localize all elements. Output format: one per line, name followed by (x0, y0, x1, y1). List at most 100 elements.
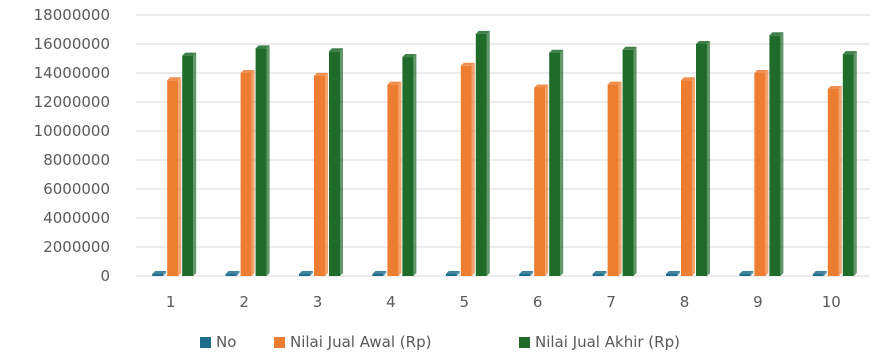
y-tick-label: 16000000 (34, 35, 110, 53)
bar-top (666, 271, 680, 274)
bar-side (340, 48, 343, 276)
x-tick-label: 8 (680, 293, 690, 311)
bar-top (607, 81, 622, 85)
bar-side (780, 32, 784, 276)
bar-top (240, 70, 255, 73)
bar-side (765, 70, 769, 276)
bar-side (266, 45, 270, 276)
x-tick-label: 3 (313, 293, 323, 311)
y-tick-label: 0 (100, 267, 110, 285)
bar-side (163, 271, 167, 276)
bar (387, 84, 399, 276)
bar-top (827, 85, 842, 89)
bar-top (519, 271, 534, 274)
bar (475, 33, 487, 276)
bar-side (178, 77, 182, 276)
bar-side (560, 49, 564, 277)
bar-top (182, 52, 197, 56)
bar-side (545, 84, 549, 276)
bar (812, 274, 824, 276)
y-tick-label: 18000000 (34, 6, 110, 24)
bar-layer (152, 30, 857, 277)
y-tick-label: 2000000 (43, 238, 110, 256)
y-tick-label: 6000000 (43, 180, 110, 198)
bar-side (633, 46, 637, 276)
bar-side (692, 77, 695, 276)
x-tick-label: 4 (386, 293, 396, 311)
bar-top (460, 62, 475, 66)
bar (622, 49, 634, 276)
bar-top (696, 41, 710, 44)
bar-side (853, 51, 857, 277)
axis-layer: 0 2000000 4000000 6000000 8000000 10000000 120… (34, 6, 841, 311)
legend-label: Nilai Jual Awal (Rp) (290, 333, 431, 351)
bar (769, 35, 781, 276)
bar-side (456, 271, 460, 276)
bar (607, 84, 619, 276)
bar-top (681, 77, 695, 81)
legend-swatch (200, 337, 211, 348)
bar (299, 274, 310, 276)
bar (460, 65, 472, 276)
bar (152, 274, 164, 276)
bar-side (325, 72, 328, 277)
bar (445, 274, 457, 276)
bar-side (236, 271, 240, 276)
bar-top (592, 271, 607, 274)
bar-side (193, 52, 197, 276)
bar (534, 87, 546, 276)
bar-top (167, 77, 182, 81)
legend-swatch (519, 337, 530, 348)
bar-side (413, 54, 417, 276)
bar-side (823, 271, 827, 276)
bar (255, 48, 267, 276)
bar-top (622, 46, 637, 50)
bar-side (251, 70, 255, 276)
bar-side (603, 271, 607, 276)
bar (314, 75, 325, 277)
bar-top (475, 30, 490, 34)
bar-side (618, 81, 622, 276)
bar (739, 274, 751, 276)
bar-top (739, 271, 754, 274)
x-tick-label: 6 (533, 293, 543, 311)
bar-side (310, 271, 313, 276)
y-tick-label: 12000000 (34, 93, 110, 111)
bar-top (842, 51, 857, 55)
bar-top (299, 271, 313, 274)
bar (666, 274, 677, 276)
legend-swatch (274, 337, 285, 348)
bar-top (549, 49, 564, 53)
bar-top (769, 32, 784, 36)
bar (827, 88, 839, 276)
bar (402, 57, 414, 276)
bar (549, 52, 561, 277)
y-tick-label: 8000000 (43, 151, 110, 169)
bar-side (750, 271, 754, 276)
bar-top (812, 271, 827, 274)
bar-top (225, 271, 240, 274)
bar-top (402, 54, 417, 58)
bar (329, 51, 340, 276)
bar (754, 73, 766, 276)
bar (696, 44, 707, 276)
bar-side (677, 271, 680, 276)
bar-top (314, 72, 328, 76)
bar-top (534, 84, 549, 88)
bar-top (754, 70, 769, 73)
bar-top (255, 45, 270, 49)
bar (182, 55, 194, 276)
bar (240, 73, 252, 276)
bar-side (707, 41, 710, 276)
bar-side (383, 271, 387, 276)
bar-top (152, 271, 167, 274)
bar-top (445, 271, 460, 274)
bar (519, 274, 531, 276)
bar-top (387, 81, 402, 85)
bar (372, 274, 384, 276)
bar-side (471, 62, 475, 276)
y-tick-label: 10000000 (34, 122, 110, 140)
y-tick-label: 14000000 (34, 64, 110, 82)
